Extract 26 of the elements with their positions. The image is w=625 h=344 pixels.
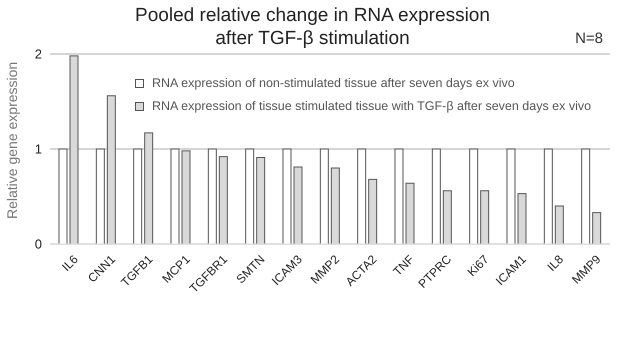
bar (58, 148, 68, 244)
bar (357, 148, 366, 244)
legend-label: RNA expression of tissue stimulated tissue with TGF-β after seven days ex vivo (152, 99, 592, 113)
bar (506, 148, 516, 244)
bar (394, 148, 404, 244)
y-tick-label: 0 (34, 236, 42, 252)
x-tick-label: IL8 (544, 252, 566, 274)
chart-title: Pooled relative change in RNA expression after TGF-β stimulation (135, 5, 490, 49)
bar (282, 148, 292, 244)
bar (170, 148, 180, 244)
x-tick-label: IL6 (59, 252, 82, 274)
bar (245, 148, 254, 244)
y-tick-label: 2 (34, 46, 42, 62)
y-axis-title: Relative gene expression (4, 62, 20, 219)
bar (208, 148, 217, 244)
bar (96, 148, 105, 244)
bar (432, 148, 441, 244)
text: N=8 (575, 30, 603, 47)
bar (544, 148, 553, 244)
bar (133, 148, 142, 244)
bar (320, 148, 329, 244)
y-tick-label: 1 (34, 142, 42, 157)
x-tick-label: TNF (390, 252, 417, 279)
legend-label: RNA expression of non-stimulated tissue after seven days ex vivo (152, 76, 515, 90)
bar (469, 148, 478, 244)
bar (581, 148, 590, 244)
